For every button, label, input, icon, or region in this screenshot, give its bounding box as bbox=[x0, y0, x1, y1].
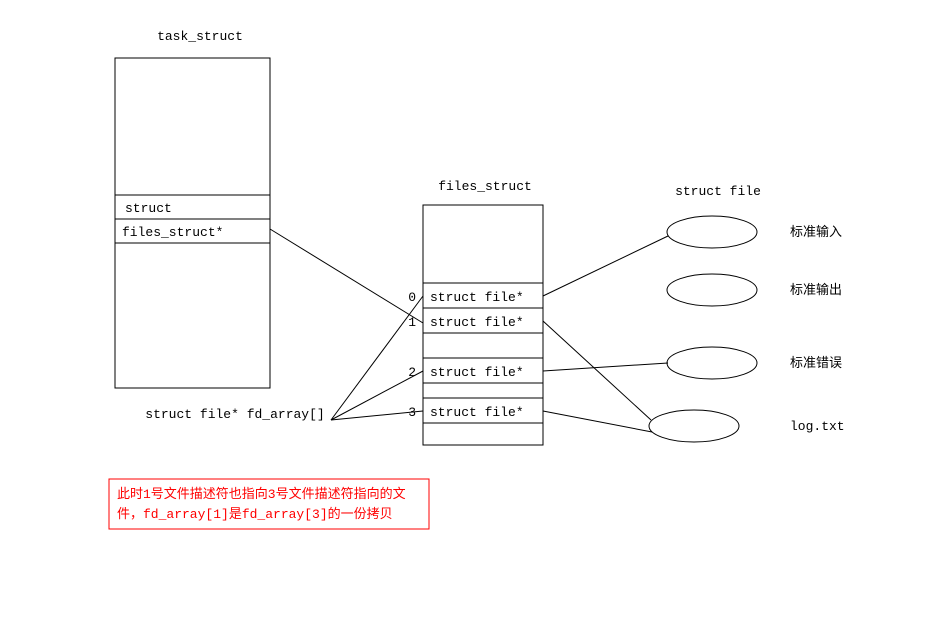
edge-line bbox=[543, 363, 668, 371]
fd-array-row-label: struct file* bbox=[430, 290, 524, 305]
fd-array-index: 1 bbox=[408, 315, 416, 330]
fd-array-index: 0 bbox=[408, 290, 416, 305]
files-struct-title: files_struct bbox=[438, 179, 532, 194]
fd-array-row-label: struct file* bbox=[430, 405, 524, 420]
note-line2: 件，fd_array[1]是fd_array[3]的一份拷贝 bbox=[117, 506, 393, 522]
struct-file-title: struct file bbox=[675, 184, 761, 199]
file-label: 标准错误 bbox=[790, 356, 842, 371]
diagram-canvas: task_structstructfiles_struct*struct fil… bbox=[0, 0, 943, 613]
edge-line bbox=[270, 229, 423, 323]
file-label: log.txt bbox=[790, 419, 845, 434]
file-ellipse bbox=[667, 216, 757, 248]
task-struct-title: task_struct bbox=[157, 29, 243, 44]
edge-line bbox=[543, 411, 652, 432]
file-ellipse bbox=[649, 410, 739, 442]
task-struct-box bbox=[115, 58, 270, 388]
edge-line bbox=[331, 296, 423, 420]
file-label: 标准输出 bbox=[790, 282, 842, 298]
fd-array-label: struct file* fd_array[] bbox=[145, 407, 324, 422]
task-struct-field-line2: files_struct* bbox=[122, 225, 223, 240]
fd-array-row-label: struct file* bbox=[430, 365, 524, 380]
fd-array-row-label: struct file* bbox=[430, 315, 524, 330]
note-line1: 此时1号文件描述符也指向3号文件描述符指向的文 bbox=[117, 486, 406, 502]
edge-line bbox=[543, 321, 651, 420]
file-ellipse bbox=[667, 274, 757, 306]
edge-line bbox=[543, 236, 668, 296]
task-struct-field-line1: struct bbox=[125, 201, 172, 216]
file-ellipse bbox=[667, 347, 757, 379]
file-label: 标准输入 bbox=[790, 224, 842, 240]
